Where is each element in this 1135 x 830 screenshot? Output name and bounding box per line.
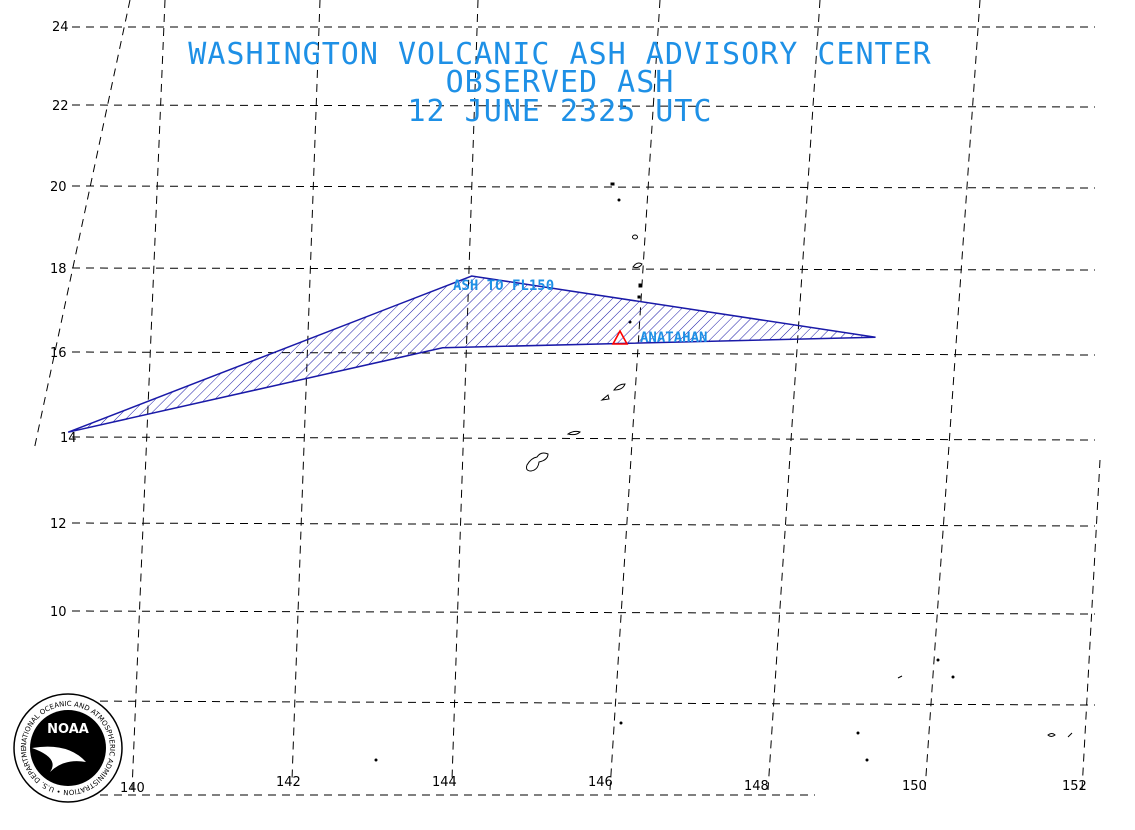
noaa-logo-disc	[30, 710, 106, 786]
lon-line-141	[131, 0, 166, 791]
lat-tick-10: 10	[50, 605, 67, 620]
volcano-marker	[611, 329, 629, 345]
lon-tick-140: 140	[120, 781, 145, 796]
lon-line-152	[1081, 459, 1101, 791]
lat-line-12	[71, 522, 1096, 527]
latitude-gridlines	[71, 26, 1096, 706]
noaa-logo-text: NOAA	[47, 722, 89, 737]
island-east-1	[936, 658, 940, 662]
island-asuncion	[632, 234, 638, 240]
island-guam	[526, 452, 549, 472]
lat-line-18	[71, 267, 1096, 271]
lon-tick-146: 146	[588, 775, 613, 790]
lon-tick-148: 148	[744, 779, 769, 794]
lat-tick-24: 24	[52, 20, 69, 35]
lat-line-10	[71, 610, 1096, 615]
island-saipan	[613, 383, 626, 391]
lat-tick-12: 12	[50, 517, 67, 532]
mariana-islands	[374, 182, 1073, 762]
lat-tick-22: 22	[52, 99, 69, 114]
lat-tick-14: 14	[60, 431, 77, 446]
lat-line-8	[71, 700, 1096, 706]
ash-altitude-label: ASH TO FL150	[453, 278, 554, 294]
title-line-1: WASHINGTON VOLCANIC ASH ADVISORY CENTER	[188, 37, 931, 72]
island-east-4	[1047, 733, 1056, 737]
noaa-logo-ring-text: NATIONAL OCEANIC AND ATMOSPHERIC ADMINIS…	[0, 0, 116, 796]
title-line-2: OBSERVED ASH	[446, 65, 675, 100]
island-south-1	[619, 721, 623, 725]
noaa-bird-icon	[32, 746, 86, 772]
island-east-5	[1067, 732, 1073, 738]
island-alamagan	[637, 295, 641, 299]
volcano-name-label: ANATAHAN	[640, 330, 707, 346]
map-title: WASHINGTON VOLCANIC ASH ADVISORY CENTER …	[188, 37, 931, 129]
volcano-triangle-icon	[611, 329, 629, 345]
lat-line-22	[71, 104, 1096, 108]
island-pagan	[638, 283, 642, 288]
title-line-3: 12 JUNE 2325 UTC	[408, 94, 713, 129]
lon-line-144	[451, 0, 479, 781]
island-agrihan	[632, 262, 643, 269]
lon-line-148	[767, 0, 821, 791]
island-farallon	[610, 182, 615, 186]
lat-tick-20: 20	[50, 180, 67, 195]
lat-line-14	[71, 436, 1096, 441]
latitude-labels: 24 22 20 18 16 14 12 10	[50, 20, 77, 620]
ash-cloud-polygon	[67, 275, 876, 433]
lon-line-140	[33, 0, 131, 451]
lat-line-20	[71, 185, 1096, 189]
lat-line-16	[71, 351, 1096, 356]
lon-tick-144: 144	[432, 775, 457, 790]
lon-tick-142: 142	[276, 775, 301, 790]
island-rota	[566, 430, 581, 436]
island-maug	[617, 198, 621, 202]
island-east-3	[897, 675, 903, 679]
lat-tick-16: 16	[50, 346, 67, 361]
lon-line-150	[924, 0, 981, 791]
longitude-labels: 140 142 144 146 148 150 152	[120, 775, 1087, 796]
island-tinian	[600, 394, 610, 401]
lon-line-146	[609, 0, 661, 791]
longitude-gridlines	[33, 0, 1101, 791]
noaa-logo: NATIONAL OCEANIC AND ATMOSPHERIC ADMINIS…	[0, 0, 123, 803]
island-south-3	[856, 731, 860, 735]
island-south-4	[865, 758, 869, 762]
lon-line-142	[291, 0, 321, 781]
island-east-2	[951, 675, 955, 679]
lon-tick-150: 150	[902, 779, 927, 794]
island-south-2	[374, 758, 378, 762]
lon-tick-152: 152	[1062, 779, 1087, 794]
lat-tick-18: 18	[50, 262, 67, 277]
